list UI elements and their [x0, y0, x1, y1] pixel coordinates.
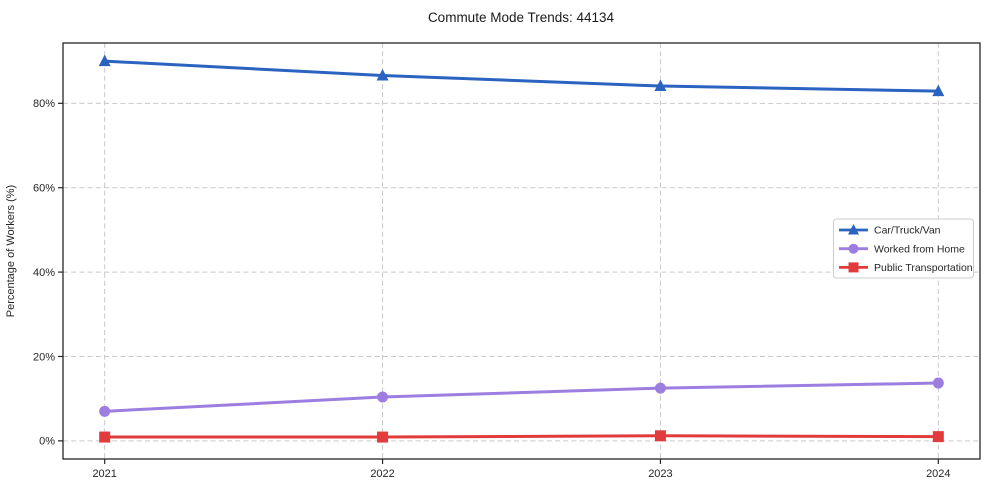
square-marker — [654, 430, 666, 442]
triangle-marker — [932, 84, 945, 97]
triangle-marker — [376, 68, 389, 81]
square-marker — [377, 431, 389, 443]
plot-area: 0% 20% 40% 60% 80% 2021 2022 2023 2024 Car/Truck/… — [33, 42, 981, 480]
y-axis-label: Percentage of Workers (%) — [5, 185, 17, 317]
circle-marker — [99, 405, 111, 417]
y-tick-label: 40% — [33, 267, 55, 279]
y-tick-label: 60% — [33, 183, 55, 195]
triangle-marker — [98, 54, 111, 67]
square-marker — [99, 431, 111, 443]
series-line — [103, 434, 940, 439]
x-tick-label: 2021 — [92, 468, 116, 480]
legend: Car/Truck/Van Worked from Home Public Tran… — [833, 218, 974, 279]
legend-label: Car/Truck/Van — [874, 225, 941, 237]
series-line — [103, 381, 940, 413]
legend-label: Public Transportation — [874, 262, 973, 274]
circle-marker — [654, 382, 666, 394]
legend-box — [833, 218, 974, 279]
x-tick-label: 2024 — [926, 468, 950, 480]
y-tick-label: 80% — [33, 98, 55, 110]
chart-title: Commute Mode Trends: 44134 — [428, 10, 615, 25]
series-line — [103, 59, 940, 93]
circle-marker — [932, 377, 944, 389]
triangle-marker — [654, 79, 667, 92]
triangle-marker — [848, 224, 859, 235]
legend-label: Worked from Home — [874, 243, 965, 255]
x-tick-label: 2022 — [370, 468, 394, 480]
y-tick-label: 0% — [39, 436, 55, 448]
square-marker — [932, 431, 944, 443]
circle-marker — [377, 391, 389, 403]
y-tick-label: 20% — [33, 351, 55, 363]
x-tick-label: 2023 — [648, 468, 672, 480]
circle-marker — [848, 243, 859, 254]
square-marker — [848, 262, 859, 273]
plot-frame — [62, 42, 981, 460]
